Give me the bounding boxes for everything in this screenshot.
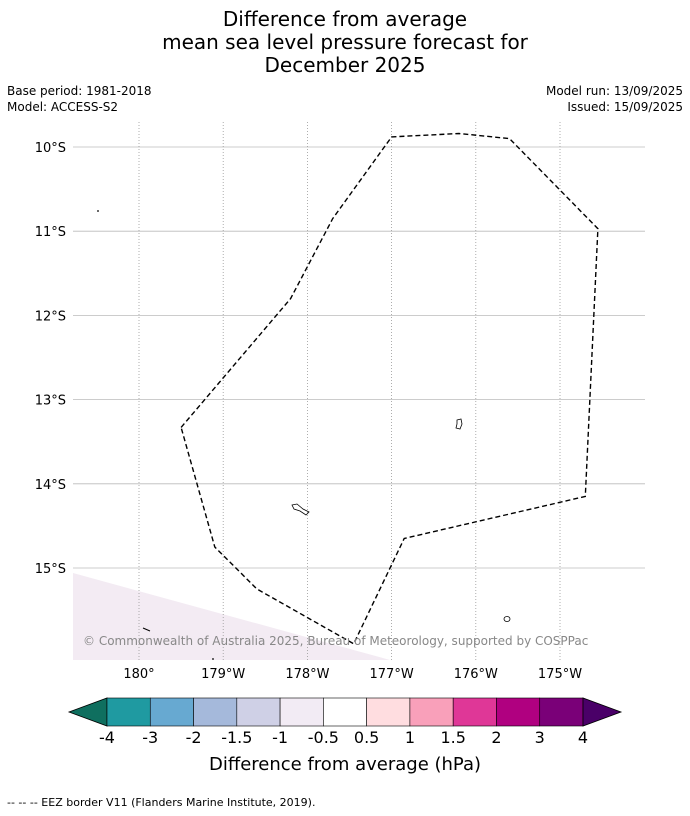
colorbar-tick-label: 1: [405, 728, 415, 747]
lat-labels: 10°S 11°S 12°S 13°S 14°S 15°S: [35, 141, 66, 577]
title-line-3: December 2025: [264, 53, 426, 77]
island-outline: [142, 627, 151, 632]
colorbar-tick-label: -0.5: [308, 728, 339, 747]
title-line-2: mean sea level pressure forecast for: [162, 30, 528, 54]
colorbar-extend-high: [582, 697, 623, 727]
colorbar-tick-label: 3: [535, 728, 545, 747]
colorbar-segment: [149, 697, 194, 727]
lat-tick-label: 12°S: [35, 309, 66, 324]
colorbar-segments: [67, 697, 623, 727]
model-name: Model: ACCESS-S2: [7, 100, 119, 114]
colorbar-segment: [496, 697, 541, 727]
colorbar-segment: [539, 697, 584, 727]
colorbar-extend-low: [67, 697, 108, 727]
colorbar-segment: [106, 697, 151, 727]
map-title: Difference from average mean sea level p…: [0, 8, 690, 77]
colorbar-segment: [236, 697, 281, 727]
colorbar-segment: [366, 697, 411, 727]
eez-legend-note: -- -- -- EEZ border V11 (Flanders Marine…: [7, 796, 316, 809]
island-dot: [97, 210, 99, 212]
colorbar: -4 -3 -2 -1.5 -1 -0.5 0.5 1 1.5 2 3 4 Difference fr…: [67, 697, 623, 775]
model-run: Model run: 13/09/2025: [545, 84, 683, 98]
colorbar-segment: [452, 697, 497, 727]
lat-tick-label: 15°S: [35, 562, 66, 577]
lat-tick-label: 13°S: [35, 394, 66, 409]
colorbar-tick-label: -2: [186, 728, 202, 747]
title-line-1: Difference from average: [222, 7, 468, 31]
islands: [97, 210, 511, 660]
lon-tick-label: 179°W: [201, 667, 245, 682]
colorbar-title: Difference from average (hPa): [209, 754, 481, 775]
lat-tick-label: 11°S: [35, 225, 66, 240]
lon-tick-label: 178°W: [285, 667, 329, 682]
lon-tick-label: 180°: [123, 667, 154, 682]
copyright-text: © Commonwealth of Australia 2025, Bureau…: [83, 634, 588, 648]
eez-border: [180, 132, 599, 645]
lon-tick-label: 177°W: [370, 667, 414, 682]
colorbar-tick-label: -4: [99, 728, 115, 747]
lon-labels: 180° 179°W 178°W 177°W 176°W 175°W: [123, 667, 582, 682]
colorbar-tick-label: -3: [142, 728, 158, 747]
anomaly-region: [73, 573, 390, 660]
map-area: © Commonwealth of Australia 2025, Bureau…: [35, 122, 645, 682]
meta-right: Model run: 13/09/2025 Issued: 15/09/2025: [546, 83, 683, 115]
lat-tick-label: 14°S: [35, 478, 66, 493]
colorbar-segment: [409, 697, 454, 727]
meta-left: Base period: 1981-2018 Model: ACCESS-S2: [7, 83, 152, 115]
island-outline: [455, 418, 463, 430]
colorbar-segment: [323, 697, 367, 727]
colorbar-ticks: -4 -3 -2 -1.5 -1 -0.5 0.5 1 1.5 2 3 4: [99, 728, 588, 747]
lon-tick-label: 175°W: [538, 667, 582, 682]
colorbar-tick-label: 1.5: [440, 728, 465, 747]
island-outline: [291, 503, 310, 516]
island-outline: [503, 616, 511, 622]
colorbar-tick-label: -1: [272, 728, 288, 747]
colorbar-segment: [279, 697, 324, 727]
island-dot: [212, 658, 214, 660]
colorbar-segment: [193, 697, 238, 727]
colorbar-tick-label: 2: [491, 728, 501, 747]
lat-grid: [73, 146, 645, 569]
lat-tick-label: 10°S: [35, 141, 66, 156]
base-period: Base period: 1981-2018: [7, 84, 152, 98]
lon-tick-label: 176°W: [454, 667, 498, 682]
colorbar-tick-label: 4: [578, 728, 588, 747]
issued-date: Issued: 15/09/2025: [567, 100, 683, 114]
colorbar-tick-label: 0.5: [354, 728, 379, 747]
map-background: [73, 122, 645, 660]
colorbar-tick-label: -1.5: [221, 728, 252, 747]
